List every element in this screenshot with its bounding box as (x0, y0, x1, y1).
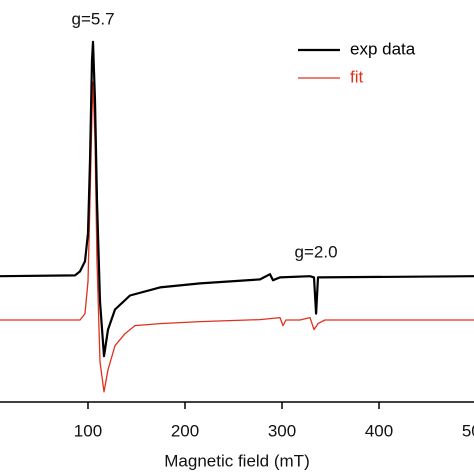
x-tick-label: 500 (462, 421, 474, 440)
x-tick-label: 300 (268, 421, 296, 440)
annotation: g=2.0 (295, 243, 338, 262)
x-tick-label: 400 (365, 421, 393, 440)
legend-label: exp data (350, 39, 416, 58)
legend-label: fit (350, 67, 364, 86)
series-line (0, 40, 474, 358)
x-tick-label: 100 (74, 421, 102, 440)
annotation: g=5.7 (72, 10, 115, 29)
x-tick-label: 200 (171, 421, 199, 440)
x-axis-label: Magnetic field (mT) (164, 451, 309, 470)
series-line (0, 81, 474, 393)
